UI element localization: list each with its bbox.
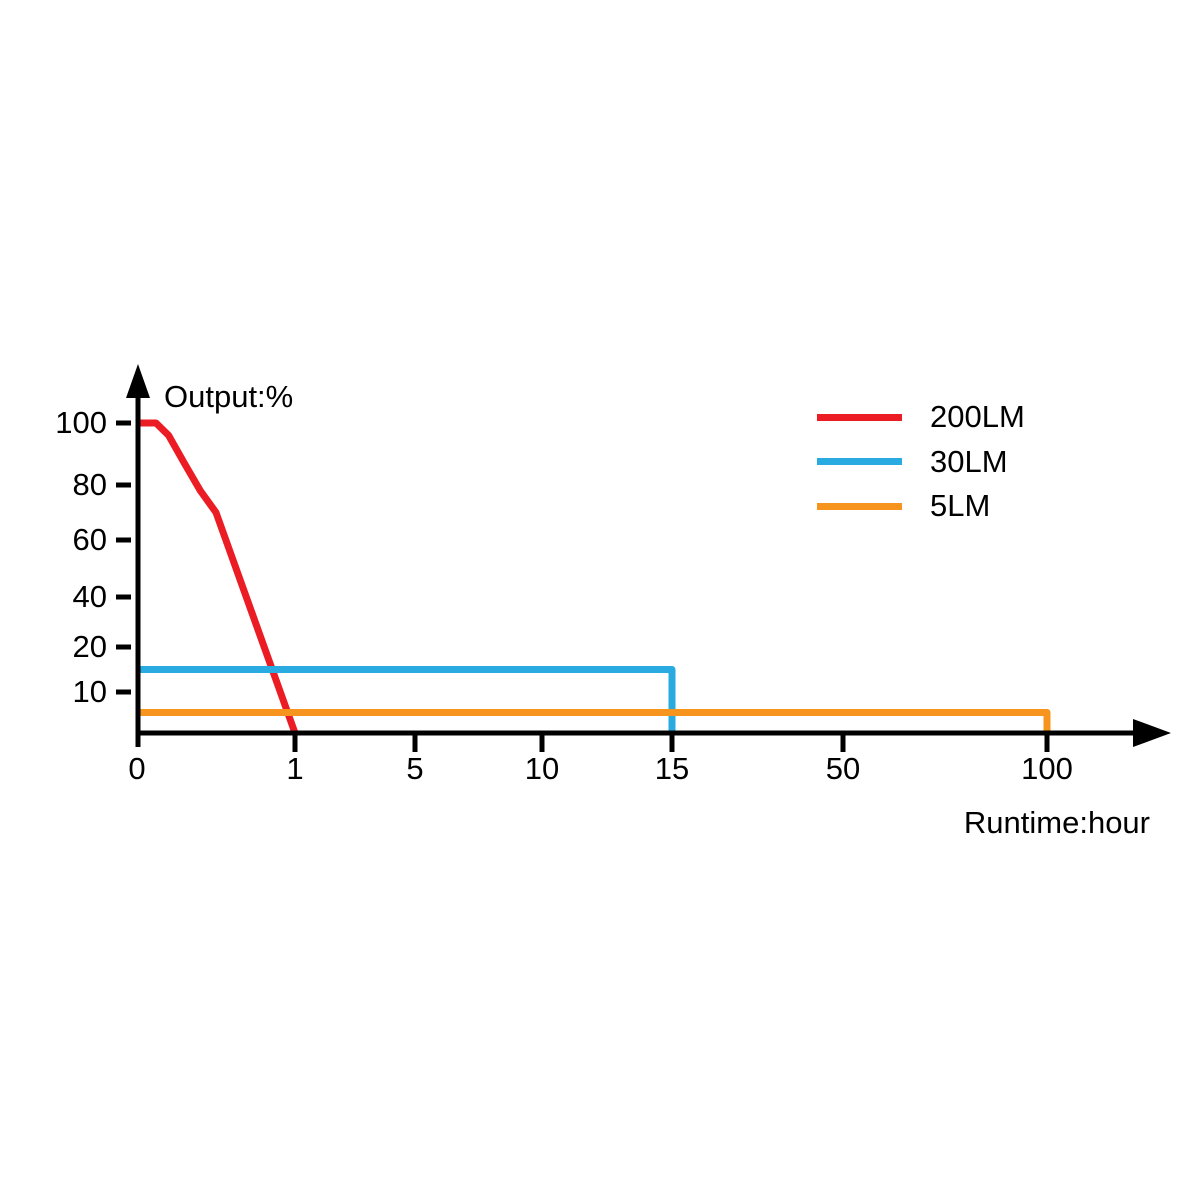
legend-label-30lm: 30LM	[930, 443, 1008, 479]
legend-swatch-30lm	[817, 458, 902, 466]
legend-label-5lm: 5LM	[930, 488, 991, 524]
x-tick-label: 50	[825, 751, 861, 786]
x-tick-label: 0	[128, 751, 146, 786]
x-tick-label: 100	[1021, 751, 1073, 786]
y-axis-title: Output:%	[164, 379, 294, 414]
series-line-200lm	[137, 419, 299, 735]
legend: 200LM 30LM 5LM	[817, 395, 1025, 529]
y-tick-label: 100	[55, 405, 107, 440]
legend-item-5lm: 5LM	[817, 484, 1025, 529]
y-tick-label: 20	[72, 629, 107, 664]
legend-item-30lm: 30LM	[817, 440, 1025, 485]
series-line-30lm	[137, 666, 676, 733]
y-tick-label: 40	[72, 579, 107, 614]
series-group	[137, 419, 1051, 735]
x-tick-label: 15	[654, 751, 690, 786]
x-axis-title: Runtime:hour	[963, 805, 1150, 840]
x-axis-arrow-icon	[1133, 719, 1171, 747]
ticks-group	[116, 420, 1050, 752]
y-tick-label: 10	[72, 674, 107, 709]
y-tick-label: 80	[72, 467, 107, 502]
legend-swatch-5lm	[817, 502, 902, 510]
x-tick-label: 5	[406, 751, 424, 786]
x-tick-label: 10	[524, 751, 560, 786]
y-tick-label: 60	[72, 522, 107, 557]
series-line-5lm	[137, 709, 1051, 733]
legend-item-200lm: 200LM	[817, 395, 1025, 440]
legend-label-200lm: 200LM	[930, 399, 1025, 435]
legend-swatch-200lm	[817, 413, 902, 421]
y-axis-arrow-icon	[126, 364, 150, 398]
x-tick-label: 1	[286, 751, 304, 786]
